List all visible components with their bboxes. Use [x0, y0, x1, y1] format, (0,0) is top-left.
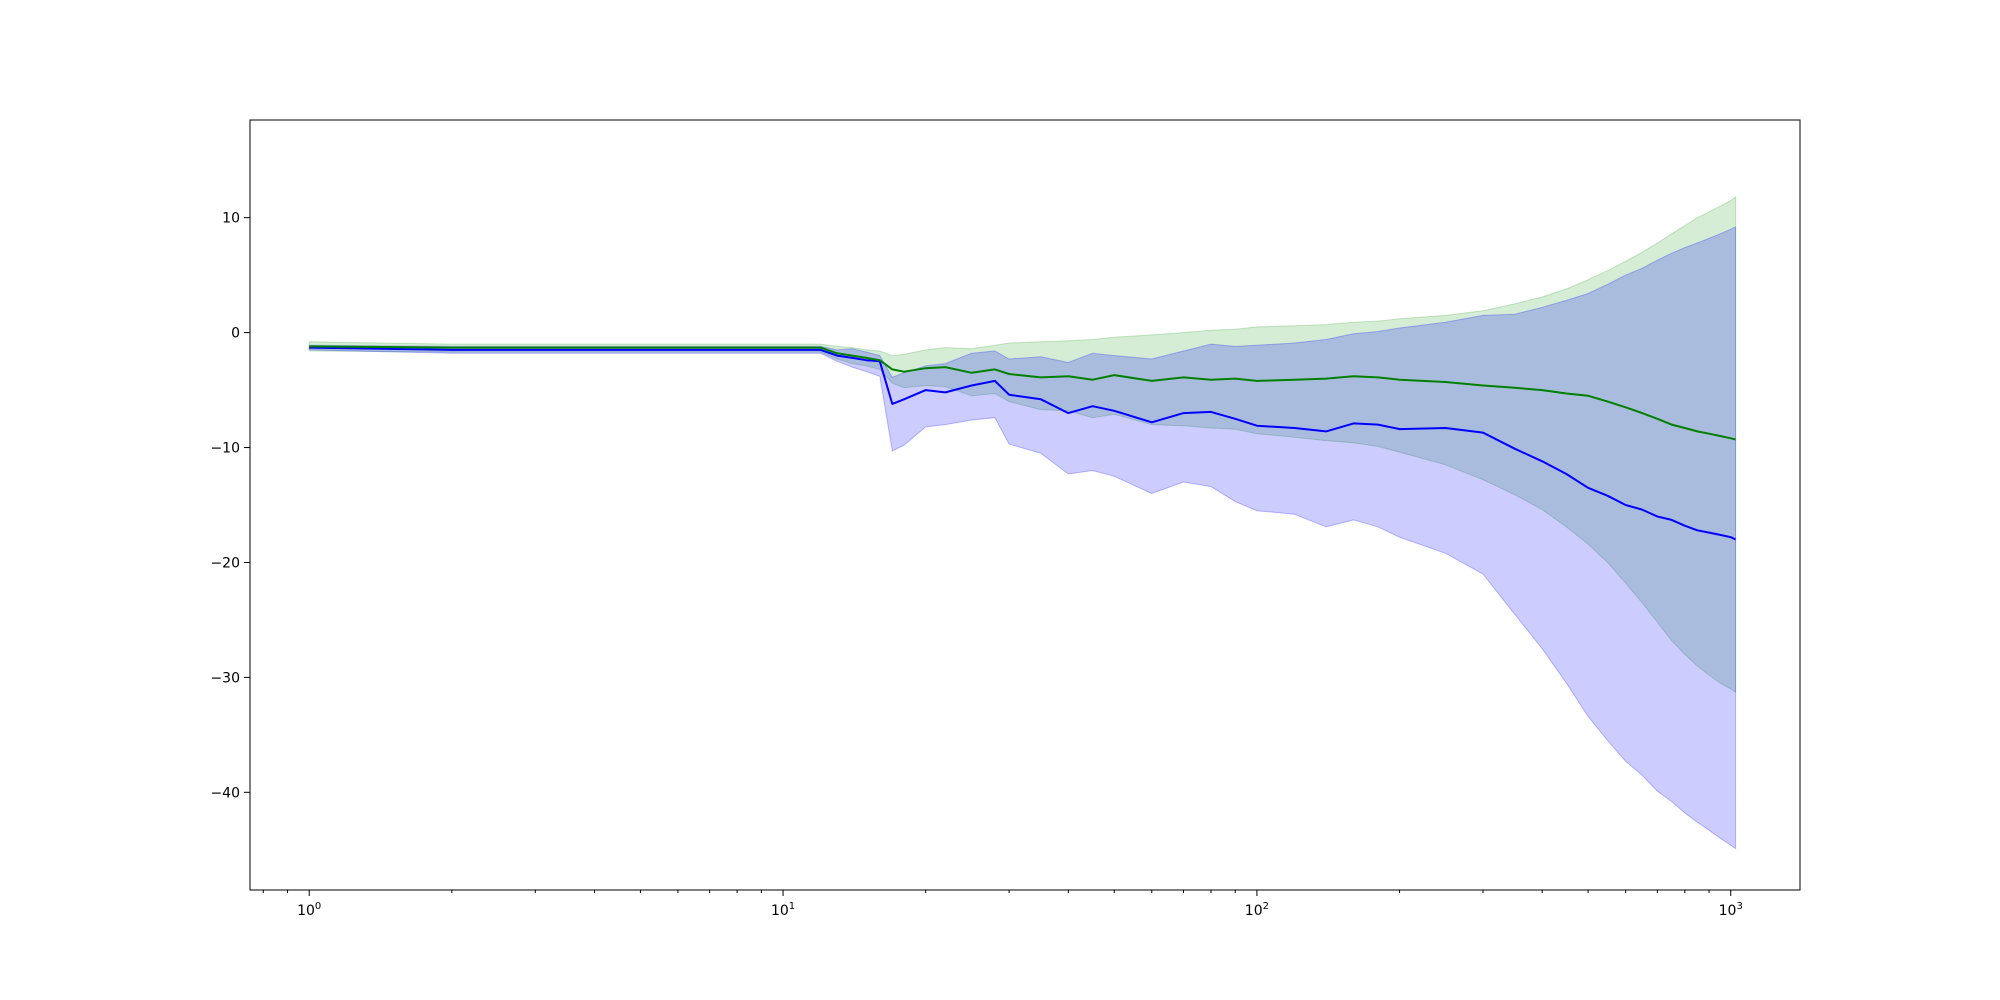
line-series-1: [309, 345, 1736, 441]
x-tick-label-1: 101: [771, 901, 795, 919]
x-axis: 100 101 102 103: [262, 890, 1743, 919]
band-series-1: [308, 196, 1737, 694]
line-series-2: [309, 346, 1737, 541]
y-tick-label-2: −10: [210, 441, 240, 457]
x-tick-label-0: 100: [297, 901, 321, 919]
y-tick-label-0: 10: [222, 211, 240, 227]
plot-frame: [249, 119, 1801, 891]
y-tick-label-5: −40: [210, 785, 240, 801]
band-series-2: [308, 226, 1737, 850]
y-tick-label-1: 0: [231, 326, 240, 342]
x-tick-label-2: 102: [1245, 901, 1269, 919]
x-tick-label-3: 103: [1719, 901, 1743, 919]
series-lines: [309, 345, 1737, 541]
plot-area: [250, 120, 1800, 890]
y-axis: 10 0 −10 −20 −30 −40: [210, 211, 250, 801]
y-tick-label-4: −30: [210, 670, 240, 686]
y-tick-label-3: −20: [210, 555, 240, 571]
confidence-bands: [308, 196, 1737, 850]
